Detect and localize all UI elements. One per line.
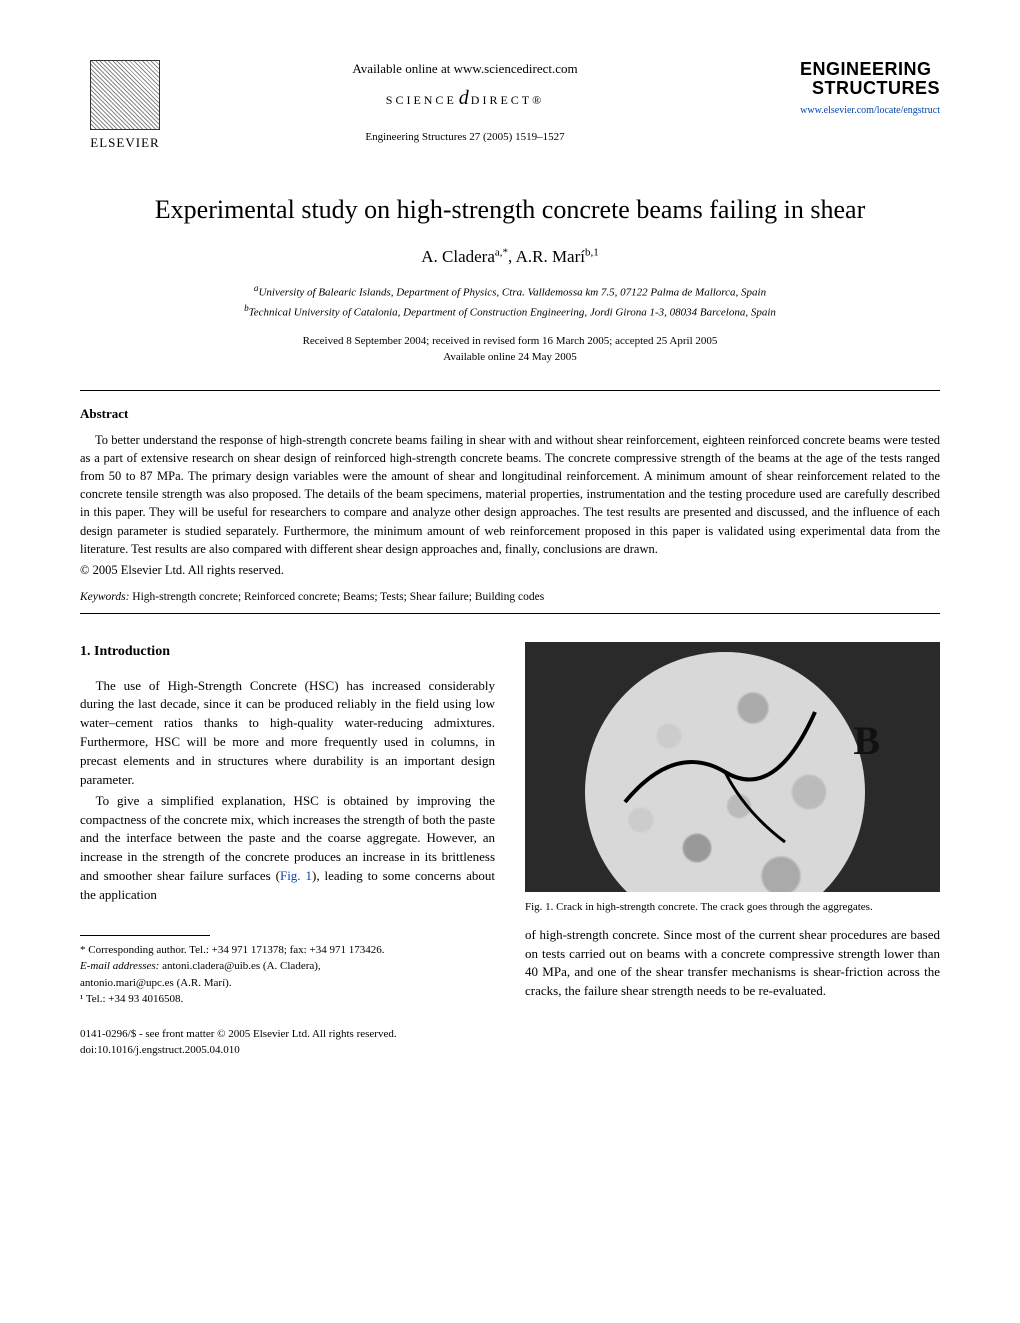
- email-2: antonio.mari@upc.es (A.R. Marí).: [80, 975, 495, 992]
- author-2: A.R. Marí: [516, 247, 585, 266]
- author-2-sup: b,1: [585, 246, 599, 258]
- header-center: Available online at www.sciencedirect.co…: [170, 60, 760, 146]
- footnote-tel1: ¹ Tel.: +34 93 4016508.: [80, 991, 495, 1008]
- affiliations: aUniversity of Balearic Islands, Departm…: [80, 282, 940, 320]
- page-header: ELSEVIER Available online at www.science…: [80, 60, 940, 152]
- publisher-name: ELSEVIER: [90, 134, 159, 152]
- author-1-sup: a,*: [495, 246, 508, 258]
- figure-1-specimen-icon: [585, 652, 865, 892]
- emails-label: E-mail addresses:: [80, 960, 159, 972]
- affiliation-b: Technical University of Catalonia, Depar…: [249, 306, 776, 318]
- fig1-link[interactable]: Fig. 1: [280, 868, 312, 883]
- keywords-line: Keywords: High-strength concrete; Reinfo…: [80, 589, 940, 605]
- journal-logo-line2: STRUCTURES: [800, 78, 940, 98]
- affiliation-a: University of Balearic Islands, Departme…: [258, 287, 766, 299]
- sd-at-icon: d: [459, 87, 469, 109]
- intro-paragraph-3: of high-strength concrete. Since most of…: [525, 926, 940, 1001]
- sciencedirect-logo: SCIENCEdDIRECT®: [190, 84, 740, 112]
- intro-paragraph-1: The use of High-Strength Concrete (HSC) …: [80, 677, 495, 790]
- right-column: B Fig. 1. Crack in high-strength concret…: [525, 642, 940, 1058]
- footnote-corresponding: * Corresponding author. Tel.: +34 971 17…: [80, 942, 495, 959]
- figure-1-caption: Fig. 1. Crack in high-strength concrete.…: [525, 900, 940, 915]
- bottom-publisher-line: 0141-0296/$ - see front matter © 2005 El…: [80, 1026, 495, 1059]
- dates-online: Available online 24 May 2005: [443, 351, 577, 363]
- keywords-list: High-strength concrete; Reinforced concr…: [132, 591, 544, 603]
- rule-above-abstract: [80, 390, 940, 391]
- intro-paragraph-2: To give a simplified explanation, HSC is…: [80, 792, 495, 905]
- sd-right: DIRECT®: [471, 93, 544, 107]
- journal-logo-line1: ENGINEERING: [800, 59, 932, 79]
- keywords-label: Keywords:: [80, 591, 129, 603]
- body-two-column: 1. Introduction The use of High-Strength…: [80, 642, 940, 1058]
- abstract-copyright: © 2005 Elsevier Ltd. All rights reserved…: [80, 562, 940, 580]
- footnote-rule: [80, 935, 210, 936]
- front-matter-line: 0141-0296/$ - see front matter © 2005 El…: [80, 1026, 495, 1043]
- author-1: A. Cladera: [421, 247, 495, 266]
- sd-left: SCIENCE: [386, 93, 457, 107]
- elsevier-tree-icon: [90, 60, 160, 130]
- rule-below-abstract: [80, 613, 940, 614]
- journal-url[interactable]: www.elsevier.com/locate/engstruct: [760, 104, 940, 118]
- figure-1-image: B: [525, 642, 940, 892]
- section-1-heading: 1. Introduction: [80, 642, 495, 662]
- figure-1: B Fig. 1. Crack in high-strength concret…: [525, 642, 940, 915]
- left-column: 1. Introduction The use of High-Strength…: [80, 642, 495, 1058]
- footnote-emails: E-mail addresses: antoni.cladera@uib.es …: [80, 958, 495, 975]
- available-online-text: Available online at www.sciencedirect.co…: [190, 60, 740, 78]
- paper-title: Experimental study on high-strength conc…: [80, 192, 940, 228]
- email-1: antoni.cladera@uib.es (A. Cladera),: [162, 960, 321, 972]
- authors-line: A. Claderaa,*, A.R. Maríb,1: [80, 245, 940, 269]
- figure-1-label-b: B: [853, 712, 880, 770]
- dates-received: Received 8 September 2004; received in r…: [303, 335, 718, 347]
- footnotes: * Corresponding author. Tel.: +34 971 17…: [80, 942, 495, 1008]
- article-dates: Received 8 September 2004; received in r…: [80, 333, 940, 366]
- journal-title-logo: ENGINEERING STRUCTURES: [800, 60, 940, 98]
- journal-citation-line: Engineering Structures 27 (2005) 1519–15…: [190, 130, 740, 145]
- publisher-logo-block: ELSEVIER: [80, 60, 170, 152]
- abstract-heading: Abstract: [80, 405, 940, 423]
- abstract-body: To better understand the response of hig…: [80, 431, 940, 558]
- doi-line: doi:10.1016/j.engstruct.2005.04.010: [80, 1042, 495, 1059]
- journal-logo-block: ENGINEERING STRUCTURES www.elsevier.com/…: [760, 60, 940, 118]
